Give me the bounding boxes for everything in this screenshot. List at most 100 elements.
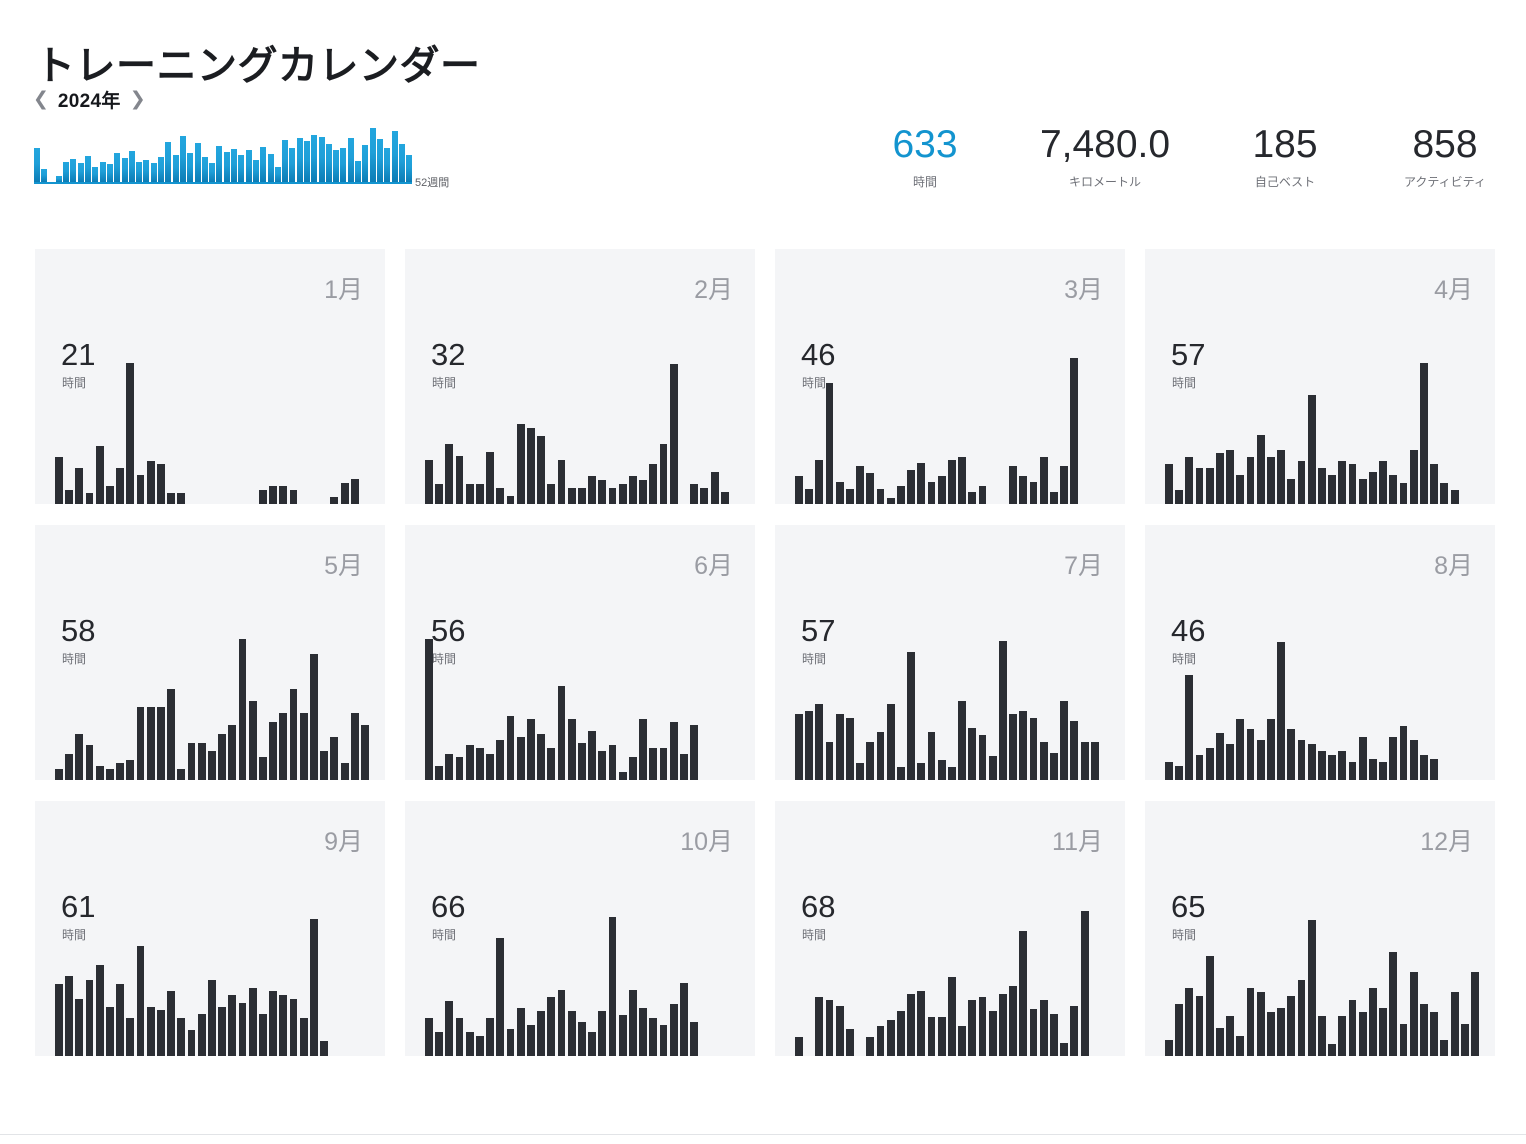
day-bar [846,488,854,504]
week-bar [187,153,194,182]
week-bar [223,152,230,182]
day-bar [795,714,803,780]
day-bar [897,485,905,504]
week-bar [340,148,347,182]
day-bar [55,769,63,780]
month-card[interactable]: 11月 68 時間 [775,801,1125,1056]
day-bar [978,485,987,504]
day-bar [948,766,956,780]
day-bar [340,482,349,504]
month-card[interactable]: 10月 66 時間 [405,801,755,1056]
month-card[interactable]: 6月 56 時間 [405,525,755,780]
week-bar [99,162,106,182]
month-hours-unit: 時間 [1172,928,1197,942]
day-bar [1019,476,1028,504]
day-bar [1307,920,1316,1056]
day-bar [126,1018,135,1056]
chevron-right-icon[interactable]: ❯ [129,88,146,110]
day-bar [876,731,885,780]
day-bar [907,651,916,780]
week-bar [398,144,405,182]
day-bar [1029,482,1038,504]
day-bar [75,733,84,780]
daily-bars [55,348,369,504]
day-bar [445,754,454,780]
day-bar [1029,717,1038,780]
day-bar [1039,456,1048,504]
month-hours-value: 68 [801,889,836,924]
weekly-summary-chart[interactable]: 52週間 [34,128,449,190]
day-bar [1318,751,1326,780]
day-bar [1060,1042,1069,1056]
day-bar [886,498,895,504]
day-bar [999,641,1007,780]
week-bar [296,138,303,182]
day-bar [1226,449,1235,504]
month-card[interactable]: 7月 57 時間 [775,525,1125,780]
day-bar [1379,460,1388,504]
month-card[interactable]: 4月 57 時間 [1145,249,1495,504]
summary-stats: 633 時間 7,480.0 キロメートル 185 自己ベスト 858 アクティビティ [880,124,1490,190]
day-bar [1070,721,1079,780]
week-bar [70,159,77,182]
day-bar [248,701,257,780]
day-bar [1389,475,1398,504]
day-bar [835,1005,844,1056]
month-card[interactable]: 2月 32 時間 [405,249,755,504]
day-bar [927,482,936,504]
day-bar [1205,747,1214,780]
day-bar [1246,988,1255,1056]
chevron-left-icon[interactable]: ❮ [33,88,49,110]
day-bar [1420,362,1428,504]
day-bar [639,1007,648,1056]
month-card[interactable]: 9月 61 時間 [35,801,385,1056]
month-card[interactable]: 1月 21 時間 [35,249,385,504]
day-bar [435,484,444,504]
day-bar [835,714,844,780]
stat-label: アクティビティ [1404,174,1486,189]
month-card[interactable]: 8月 46 時間 [1145,525,1495,780]
day-bar [445,444,454,504]
day-bar [659,1025,668,1056]
day-bar [146,1006,155,1056]
day-bar [659,444,668,504]
month-card[interactable]: 5月 58 時間 [35,525,385,780]
day-bar [95,446,104,504]
day-bar [496,938,505,1056]
stat-1: 7,480.0 キロメートル [1040,124,1170,190]
day-bar [1338,460,1347,504]
daily-bars [1165,624,1479,780]
day-bar [75,468,84,504]
day-bar [1358,736,1367,780]
day-bar [1348,1000,1357,1056]
day-bar [649,748,658,780]
day-bar [659,748,668,780]
day-bar [476,484,484,504]
day-bar [1039,1000,1048,1056]
day-bar [649,1018,658,1056]
day-bar [527,718,535,780]
day-bar [167,991,176,1056]
day-bar [886,704,895,780]
day-bar [1307,395,1316,504]
day-bar [876,488,885,504]
month-name: 1月 [324,276,363,304]
day-bar [465,745,474,780]
day-bar [465,1032,474,1056]
day-bar [958,700,967,780]
day-bar [1287,729,1296,780]
day-bar [835,482,844,504]
day-bar [1430,758,1439,780]
day-bar [897,766,905,780]
daily-bars [55,624,369,780]
month-card[interactable]: 3月 46 時間 [775,249,1125,504]
day-bar [55,983,63,1056]
day-bar [506,496,515,504]
month-hours-value: 66 [431,889,466,924]
month-card[interactable]: 12月 65 時間 [1145,801,1495,1056]
day-bar [937,1017,946,1056]
day-bar [1236,718,1245,780]
month-name: 8月 [1434,552,1473,580]
daily-bars [425,348,739,504]
day-bar [455,1018,464,1056]
